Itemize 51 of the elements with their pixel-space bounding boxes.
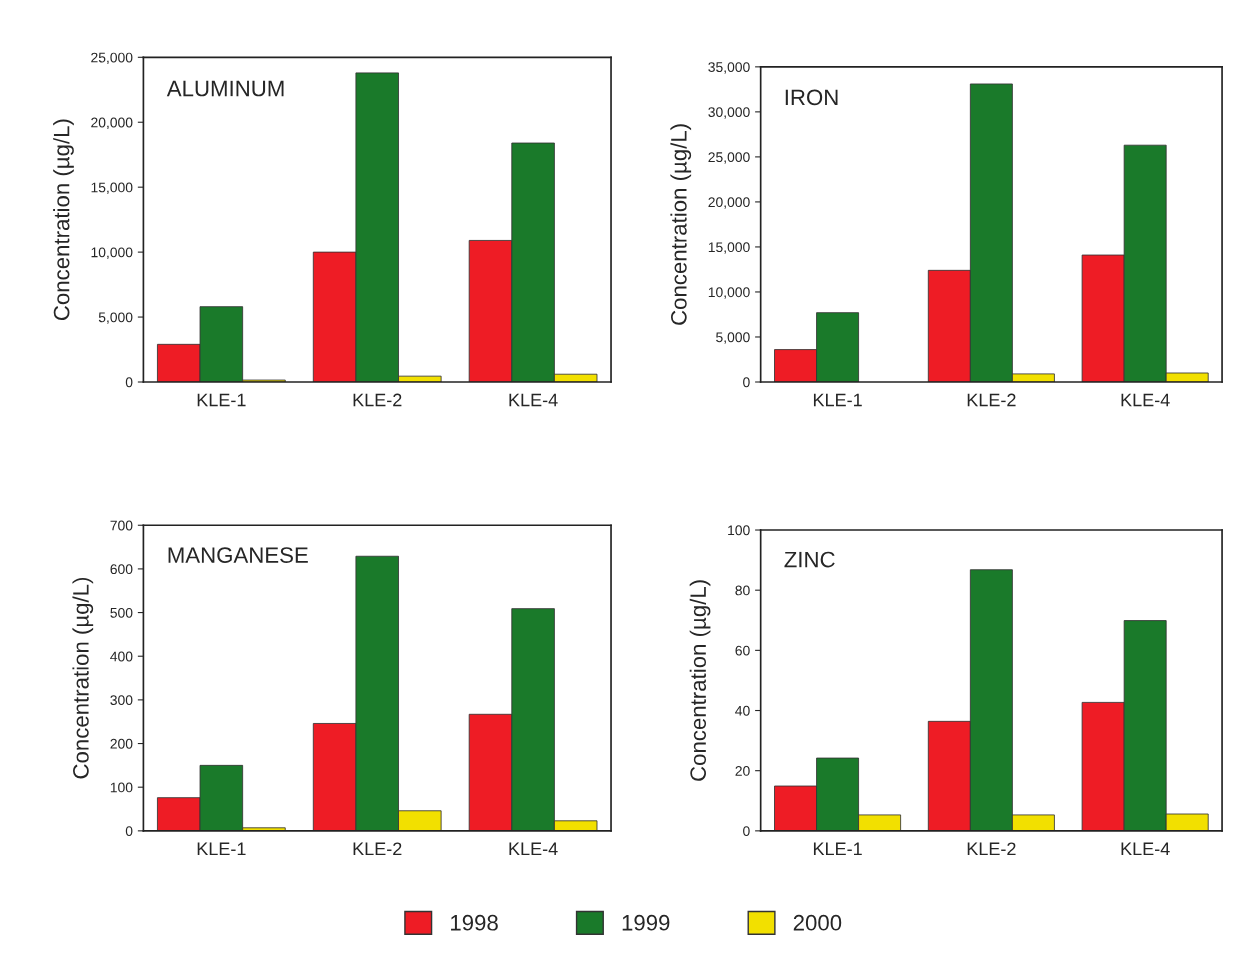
y-axis-title: Concentration (µg/L): [53, 119, 74, 321]
y-tick-label: 200: [110, 738, 133, 749]
text: MANGANESE: [168, 547, 308, 563]
y-tick-label: 15,000: [91, 182, 133, 194]
text: ZINC: [784, 551, 835, 568]
y-tick-label: 5,000: [98, 312, 133, 324]
y-tick-label: 0: [743, 377, 750, 388]
y-tick-label: 600: [110, 564, 133, 575]
x-tick-label: KLE-1: [197, 842, 246, 856]
x-tick-label: KLE-2: [353, 393, 402, 407]
x-tick-label: KLE-4: [509, 842, 558, 856]
text: IRON: [785, 89, 838, 106]
y-tick-label: 400: [110, 651, 133, 662]
legend-label: 2000: [793, 914, 842, 931]
y-tick-label: 40: [735, 705, 750, 716]
y-tick-label: 0: [125, 826, 133, 837]
y-tick-label: 20: [735, 766, 750, 776]
x-tick-label: KLE-2: [967, 393, 1016, 407]
y-tick-label: 5,000: [716, 332, 750, 344]
x-tick-label: KLE-4: [1121, 842, 1170, 856]
y-tick-label: 20,000: [708, 197, 750, 209]
y-tick-label: 25,000: [91, 52, 133, 65]
y-tick-label: 80: [735, 585, 750, 596]
x-tick-label: KLE-1: [197, 393, 246, 407]
y-tick-label: 700: [110, 520, 133, 531]
x-tick-label: KLE-1: [813, 842, 862, 856]
x-tick-label: KLE-1: [813, 393, 862, 407]
y-tick-label: 60: [735, 645, 750, 656]
x-tick-label: KLE-4: [509, 393, 558, 407]
y-tick-label: 10,000: [91, 247, 133, 259]
y-axis-title: Concentration (µg/L): [72, 577, 94, 779]
y-tick-label: 15,000: [708, 242, 750, 254]
x-tick-label: KLE-2: [967, 842, 1016, 856]
x-tick-label: KLE-4: [1121, 393, 1170, 407]
y-tick-label: 500: [110, 607, 133, 618]
y-tick-label: 35,000: [708, 62, 750, 74]
y-axis-title: Concentration (µg/L): [670, 124, 692, 325]
x-tick-label: KLE-2: [353, 842, 402, 856]
y-tick-label: 0: [125, 377, 133, 388]
y-tick-label: 100: [110, 782, 133, 793]
y-tick-label: 0: [743, 826, 750, 837]
y-tick-label: 10,000: [708, 287, 750, 299]
y-tick-label: 25,000: [708, 152, 750, 164]
legend-label: 1999: [622, 914, 670, 931]
y-tick-label: 100: [728, 525, 750, 536]
y-tick-label: 30,000: [708, 107, 750, 119]
y-tick-label: 300: [110, 695, 133, 706]
y-axis-title: Concentration (µg/L): [689, 580, 711, 781]
y-tick-label: 20,000: [91, 117, 133, 130]
text: ALUMINUM: [166, 80, 284, 97]
legend-label: 1998: [451, 914, 498, 931]
